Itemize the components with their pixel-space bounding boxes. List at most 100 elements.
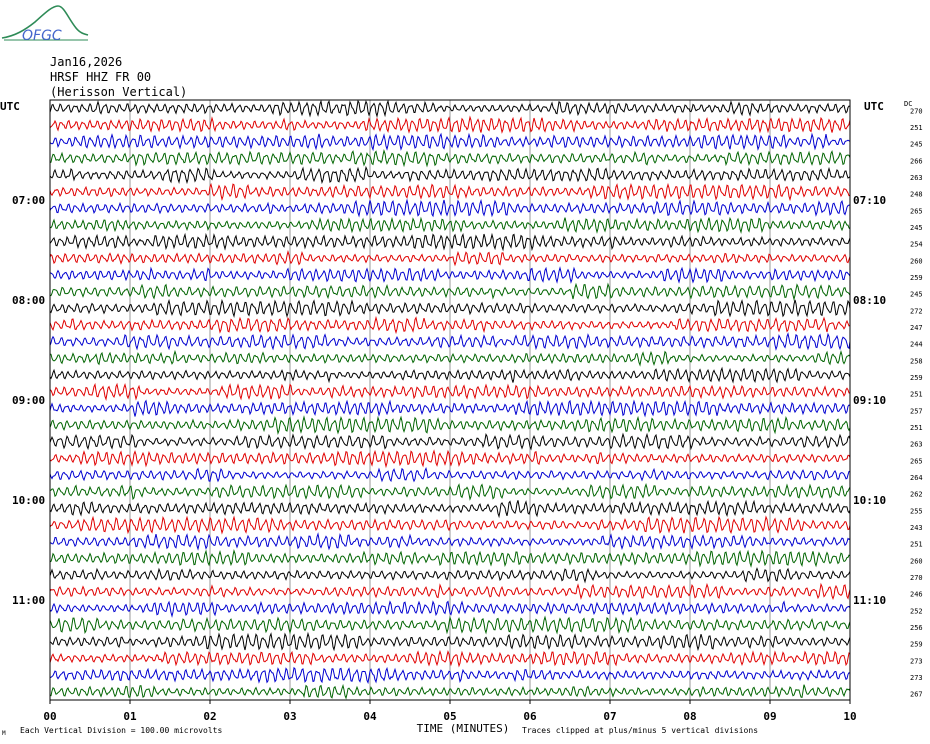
dc-offset-label: 251 (910, 391, 923, 399)
seismic-trace (49, 182, 851, 202)
left-hour-label: 09:00 (12, 394, 45, 407)
seismic-trace (49, 548, 851, 568)
seismic-trace (49, 132, 851, 152)
dc-offset-label: 258 (910, 357, 923, 365)
seismic-trace (49, 332, 851, 351)
grid-layer (129, 100, 771, 700)
seismic-trace (49, 148, 851, 168)
left-hour-label: 08:00 (12, 294, 45, 307)
x-tick-label: 02 (203, 710, 216, 723)
dc-offset-label: 259 (910, 274, 923, 282)
dc-offset-label: 245 (910, 291, 923, 299)
seismic-trace (49, 683, 851, 700)
dc-offset-label: 263 (910, 441, 923, 449)
seismic-trace (49, 399, 851, 418)
seismic-trace (49, 666, 851, 685)
left-hour-labels: 07:00 08:00 09:00 10:00 11:00 (12, 194, 45, 607)
dc-offset-label: 245 (910, 141, 923, 149)
dc-offset-label: 257 (910, 407, 923, 415)
x-tick-label: 10 (843, 710, 856, 723)
seismic-trace (49, 232, 851, 252)
dc-offset-label: 243 (910, 524, 923, 532)
dc-offset-label: 245 (910, 224, 923, 232)
seismic-trace (49, 315, 851, 335)
x-tick-label: 04 (363, 710, 377, 723)
seismic-trace (49, 532, 851, 551)
station-location: (Herisson Vertical) (50, 85, 187, 99)
seismic-trace (49, 631, 851, 652)
seismic-trace (49, 115, 851, 134)
left-hour-label: 11:00 (12, 594, 45, 607)
seismic-trace (49, 515, 851, 535)
dc-offset-label: 254 (910, 241, 923, 249)
dc-offset-labels: 270 251 245 266 263 248 265 245 254 260 259 245 272 2… (910, 107, 923, 698)
right-hour-label: 07:10 (853, 194, 886, 207)
corner-mark: M (2, 730, 6, 737)
scale-note: Each Vertical Division = 100.00 microvol… (20, 726, 222, 735)
plot-frame (49, 99, 851, 701)
ofgc-logo: OFGC (1, 5, 89, 44)
x-tick-label: 01 (123, 710, 137, 723)
right-hour-label: 08:10 (853, 294, 886, 307)
chart-date: Jan16,2026 (50, 55, 122, 69)
dc-offset-label: 255 (910, 507, 923, 515)
dc-offset-label: 264 (910, 474, 923, 482)
dc-offset-label: 262 (910, 491, 923, 499)
dc-header: DC (904, 100, 912, 108)
seismic-trace (49, 483, 851, 501)
seismic-trace (49, 449, 851, 469)
seismic-trace (49, 415, 851, 436)
station-code: HRSF HHZ FR 00 (50, 70, 151, 84)
dc-offset-label: 259 (910, 641, 923, 649)
left-axis-label: UTC (0, 100, 20, 113)
seismic-trace (49, 582, 851, 600)
dc-offset-label: 273 (910, 674, 923, 682)
dc-offset-label: 251 (910, 424, 923, 432)
traces-layer (49, 99, 851, 700)
seismic-trace (49, 432, 851, 451)
right-hour-label: 09:10 (853, 394, 886, 407)
seismic-trace (49, 249, 851, 267)
dc-offset-label: 259 (910, 374, 923, 382)
seismic-trace (49, 216, 851, 235)
dc-offset-label: 265 (910, 207, 923, 215)
dc-offset-label: 251 (910, 541, 923, 549)
seismic-trace (49, 349, 851, 367)
dc-offset-label: 244 (910, 341, 923, 349)
right-hour-label: 10:10 (853, 494, 886, 507)
seismic-trace (49, 615, 851, 635)
x-tick-label: 00 (43, 710, 56, 723)
x-tick-label: 07 (603, 710, 616, 723)
seismic-trace (49, 282, 851, 301)
x-tick-label: 08 (683, 710, 696, 723)
x-tick-labels: 00 01 02 03 04 05 06 07 08 09 10 (43, 700, 857, 723)
logo-text: OFGC (22, 28, 62, 44)
left-hour-label: 10:00 (12, 494, 45, 507)
seismic-trace (49, 298, 851, 318)
dc-offset-label: 260 (910, 557, 923, 565)
seismic-trace (49, 99, 851, 118)
dc-offset-label: 270 (910, 574, 923, 582)
dc-offset-label: 252 (910, 607, 923, 615)
seismic-trace (49, 499, 851, 519)
x-axis-label: TIME (MINUTES) (417, 722, 510, 735)
right-hour-labels: 07:10 08:10 09:10 10:10 11:10 (853, 194, 886, 607)
seismic-trace (49, 198, 851, 218)
right-hour-label: 11:10 (853, 594, 886, 607)
dc-offset-label: 248 (910, 191, 923, 199)
x-tick-label: 09 (763, 710, 776, 723)
x-tick-label: 05 (443, 710, 456, 723)
seismic-trace (49, 266, 851, 284)
dc-offset-label: 246 (910, 591, 923, 599)
seismic-trace (49, 600, 851, 618)
seismic-trace (49, 567, 851, 584)
dc-offset-label: 260 (910, 257, 923, 265)
seismic-trace (49, 467, 851, 483)
seismic-trace (49, 165, 851, 185)
dc-offset-label: 273 (910, 657, 923, 665)
seismic-trace (49, 382, 851, 402)
dc-offset-label: 247 (910, 324, 923, 332)
dc-offset-label: 270 (910, 107, 923, 115)
dc-offset-label: 266 (910, 157, 923, 165)
